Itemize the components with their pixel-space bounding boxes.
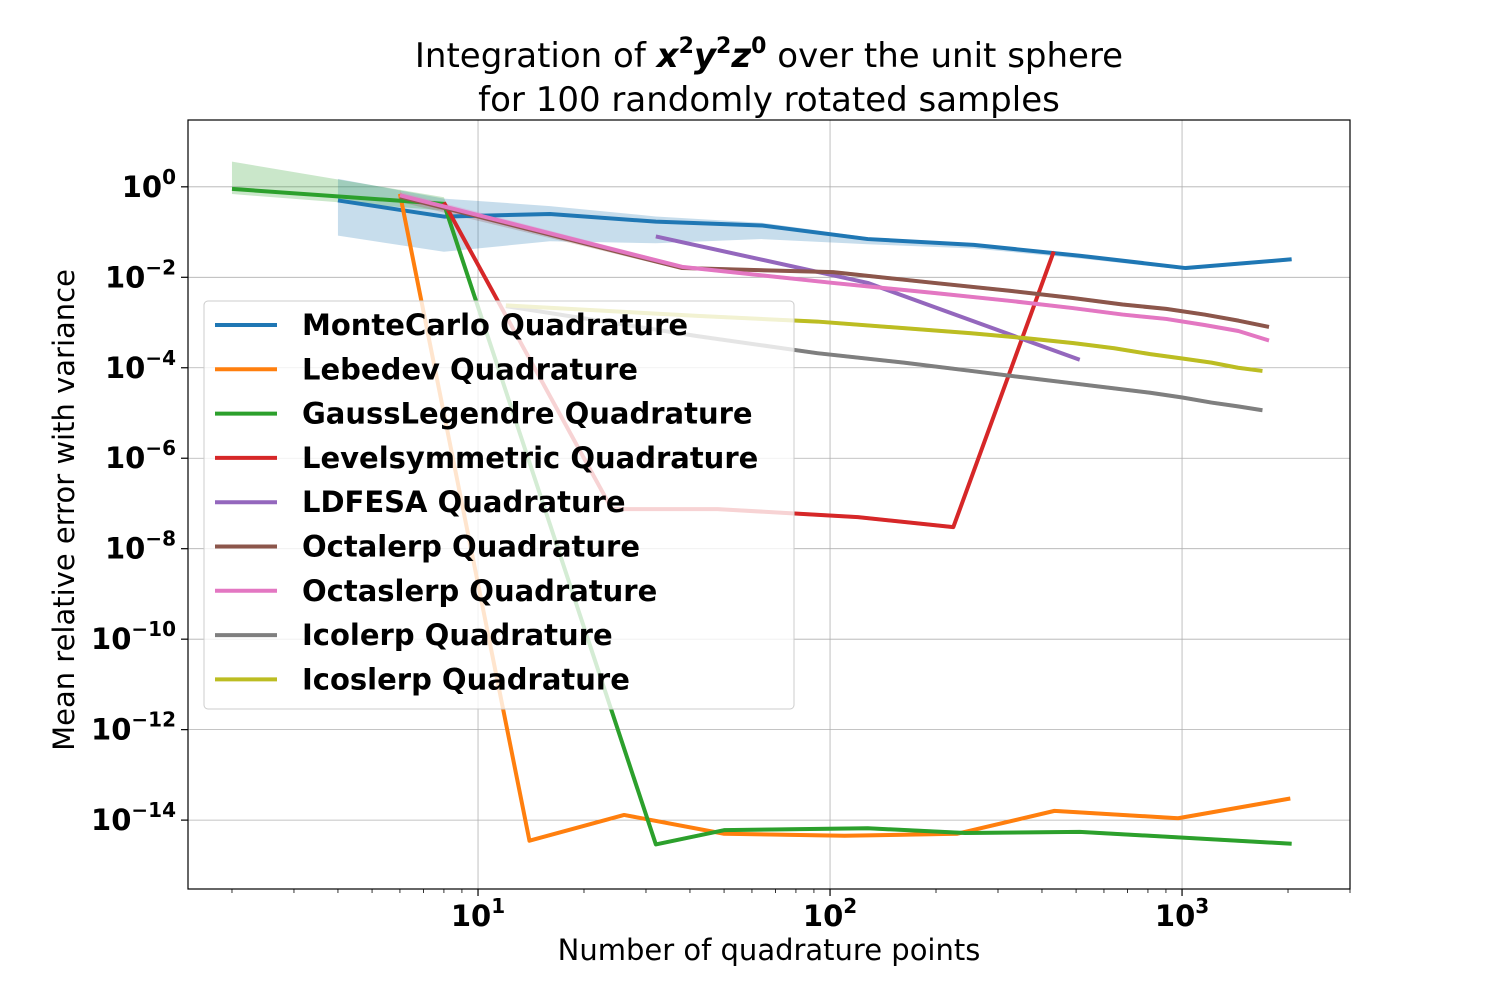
- x-tick-exponent: 3: [1195, 894, 1209, 918]
- y-tick-base: 10: [105, 351, 145, 385]
- axis-ticks: 101 102 10310010−210−410−610−810−1010−1210…: [91, 165, 1351, 933]
- y-tick-exponent: −6: [145, 436, 176, 460]
- legend-label: Icolerp Quadrature: [302, 618, 613, 652]
- y-tick-base: 10: [105, 441, 145, 475]
- legend-label: MonteCarlo Quadrature: [302, 308, 688, 342]
- chart-title-line-2: for 100 randomly rotated samples: [478, 80, 1060, 120]
- y-tick-label: 10−10: [91, 617, 176, 656]
- y-tick-label: 10−12: [91, 708, 176, 747]
- x-tick-exponent: 1: [491, 894, 505, 918]
- y-tick-base: 10: [122, 170, 162, 204]
- y-tick-label: 10−8: [105, 527, 176, 566]
- legend-box: [203, 300, 795, 710]
- legend-label: Octalerp Quadrature: [302, 530, 640, 564]
- legend-label: GaussLegendre Quadrature: [302, 397, 753, 431]
- title-math-z-exp: 0: [751, 34, 766, 59]
- title-prefix: Integration of: [415, 36, 657, 76]
- x-axis-label: Number of quadrature points: [558, 933, 981, 967]
- series-line: [399, 194, 1270, 329]
- y-tick-base: 10: [91, 713, 131, 747]
- title-math-y-exp: 2: [716, 34, 731, 59]
- y-tick-label: 10−6: [105, 436, 176, 475]
- series-line: [337, 198, 1292, 271]
- series-line: [655, 234, 1081, 362]
- legend-label: Levelsymmetric Quadrature: [302, 441, 758, 475]
- x-tick-base: 10: [1155, 899, 1195, 933]
- series-line: [505, 304, 1263, 413]
- y-tick-exponent: −2: [145, 255, 176, 279]
- y-tick-label: 10−14: [91, 798, 176, 837]
- chart-title-line-1: Integration of x2y2z0 over the unit sphe…: [415, 34, 1123, 76]
- y-tick-base: 10: [91, 803, 131, 837]
- y-tick-exponent: −14: [131, 798, 176, 822]
- y-tick-label: 100: [122, 165, 176, 204]
- y-tick-exponent: 0: [162, 165, 176, 189]
- y-tick-exponent: −10: [131, 617, 176, 641]
- x-tick-label: 101: [451, 894, 505, 933]
- title-math-y: y: [694, 36, 718, 76]
- series-line: [505, 303, 1263, 373]
- y-tick-exponent: −12: [131, 708, 176, 732]
- y-tick-base: 10: [105, 260, 145, 294]
- legend-label: Lebedev Quadrature: [302, 352, 638, 386]
- y-tick-base: 10: [91, 622, 131, 656]
- title-math-z: z: [730, 36, 751, 76]
- y-axis-label: Mean relative error with variance: [47, 269, 81, 751]
- x-tick-exponent: 2: [843, 894, 857, 918]
- legend: MonteCarlo Quadrature Lebedev Quadrature G…: [203, 300, 795, 710]
- x-tick-base: 10: [451, 899, 491, 933]
- y-tick-exponent: −8: [145, 527, 176, 551]
- title-suffix: over the unit sphere: [766, 36, 1123, 76]
- legend-label: Octaslerp Quadrature: [302, 574, 657, 608]
- variance-band: [337, 178, 1292, 270]
- plot-frame: [187, 119, 1351, 890]
- x-tick-label: 103: [1155, 894, 1209, 933]
- y-tick-exponent: −4: [145, 346, 176, 370]
- legend-label: Icoslerp Quadrature: [302, 662, 630, 696]
- x-tick-label: 102: [803, 894, 857, 933]
- legend-label: LDFESA Quadrature: [302, 485, 626, 519]
- x-tick-base: 10: [803, 899, 843, 933]
- y-tick-label: 10−4: [105, 346, 176, 385]
- title-math-x: x: [655, 36, 680, 76]
- title-math-x-exp: 2: [679, 34, 694, 59]
- y-tick-base: 10: [105, 532, 145, 566]
- series-line: [397, 193, 1291, 843]
- series-line: [399, 193, 1270, 343]
- y-tick-label: 10−2: [105, 255, 176, 294]
